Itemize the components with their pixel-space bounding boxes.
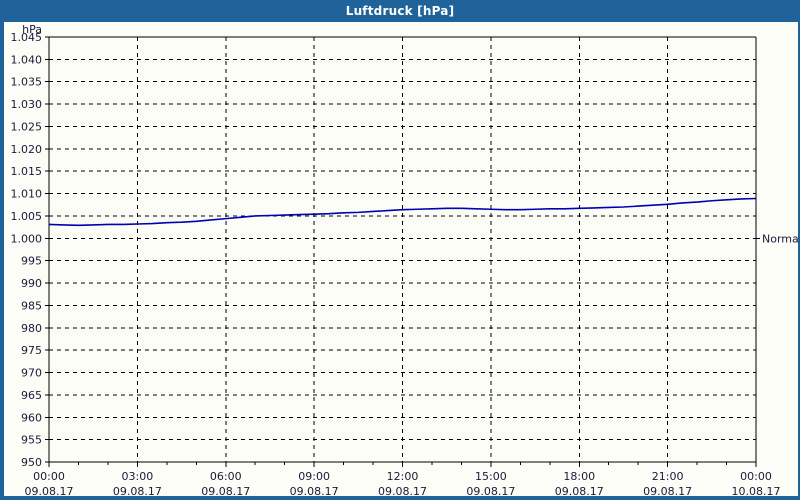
chart-plot-container: 1.045 1.040 1.035 1.030 1.025 1.020 1.015 1.010… xyxy=(4,22,798,496)
x-axis-date-label: 09.08.17 xyxy=(201,485,250,496)
pressure-line-chart: 1.045 1.040 1.035 1.030 1.025 1.020 1.015 1.010… xyxy=(11,23,799,496)
x-axis-date-label: 09.08.17 xyxy=(643,485,692,496)
vertical-gridlines xyxy=(136,37,669,462)
x-axis-time-label: 06:00 xyxy=(210,470,242,483)
x-axis-time-label: 09:00 xyxy=(298,470,330,483)
x-axis-time-label: 18:00 xyxy=(563,470,595,483)
y-axis-tick-label: 1.010 xyxy=(11,188,43,201)
y-axis-tick-label: 1.020 xyxy=(11,143,43,156)
normal-reference-label: Normal xyxy=(762,232,798,245)
y-axis-tick-label: 990 xyxy=(21,277,42,290)
x-axis-time-label: 21:00 xyxy=(652,470,684,483)
y-axis-tick-label: 970 xyxy=(21,367,42,380)
x-axis-time-label: 00:00 xyxy=(33,470,65,483)
x-axis-date-label: 09.08.17 xyxy=(113,485,162,496)
y-axis-tick-label: 995 xyxy=(21,255,42,268)
x-axis-tick-labels: 00:00 09.08.17 03:00 09.08.17 06:00 09.08.17 0… xyxy=(25,470,781,496)
x-axis-date-label: 09.08.17 xyxy=(378,485,427,496)
y-axis-tick-label: 1.005 xyxy=(11,210,43,223)
y-axis-tick-label: 1.045 xyxy=(11,31,43,44)
x-axis-date-label: 09.08.17 xyxy=(555,485,604,496)
x-axis-date-label: 09.08.17 xyxy=(466,485,515,496)
y-axis-ticks xyxy=(45,36,49,463)
y-axis-tick-label: 950 xyxy=(21,456,42,469)
y-axis-tick-label: 980 xyxy=(21,322,42,335)
x-axis-time-label: 12:00 xyxy=(387,470,419,483)
y-axis-tick-label: 1.030 xyxy=(11,98,43,111)
x-axis-date-label: 09.08.17 xyxy=(290,485,339,496)
x-axis-time-label: 15:00 xyxy=(475,470,507,483)
y-axis-unit-label: hPa xyxy=(22,23,42,36)
y-axis-tick-label: 975 xyxy=(21,344,42,357)
x-axis-date-label: 09.08.17 xyxy=(25,485,74,496)
y-axis-tick-label: 955 xyxy=(21,434,42,447)
y-axis-tick-label: 1.035 xyxy=(11,76,43,89)
window-title-bar: Luftdruck [hPa] xyxy=(0,0,800,22)
y-axis-tick-label: 1.025 xyxy=(11,120,43,133)
x-axis-date-label: 10.08.17 xyxy=(732,485,781,496)
y-axis-tick-label: 1.000 xyxy=(11,232,43,245)
y-axis-tick-label: 965 xyxy=(21,389,42,402)
y-axis-tick-labels: 1.045 1.040 1.035 1.030 1.025 1.020 1.015 1.010… xyxy=(11,31,43,469)
y-axis-tick-label: 960 xyxy=(21,411,42,424)
y-axis-tick-label: 1.040 xyxy=(11,53,43,66)
page-title: Luftdruck [hPa] xyxy=(345,4,455,18)
y-axis-tick-label: 1.015 xyxy=(11,165,43,178)
x-axis-time-label: 00:00 xyxy=(740,470,772,483)
x-axis-time-label: 03:00 xyxy=(122,470,154,483)
y-axis-tick-label: 985 xyxy=(21,299,42,312)
x-axis-major-ticks xyxy=(48,462,757,467)
series-luftdruck-line xyxy=(48,197,757,227)
